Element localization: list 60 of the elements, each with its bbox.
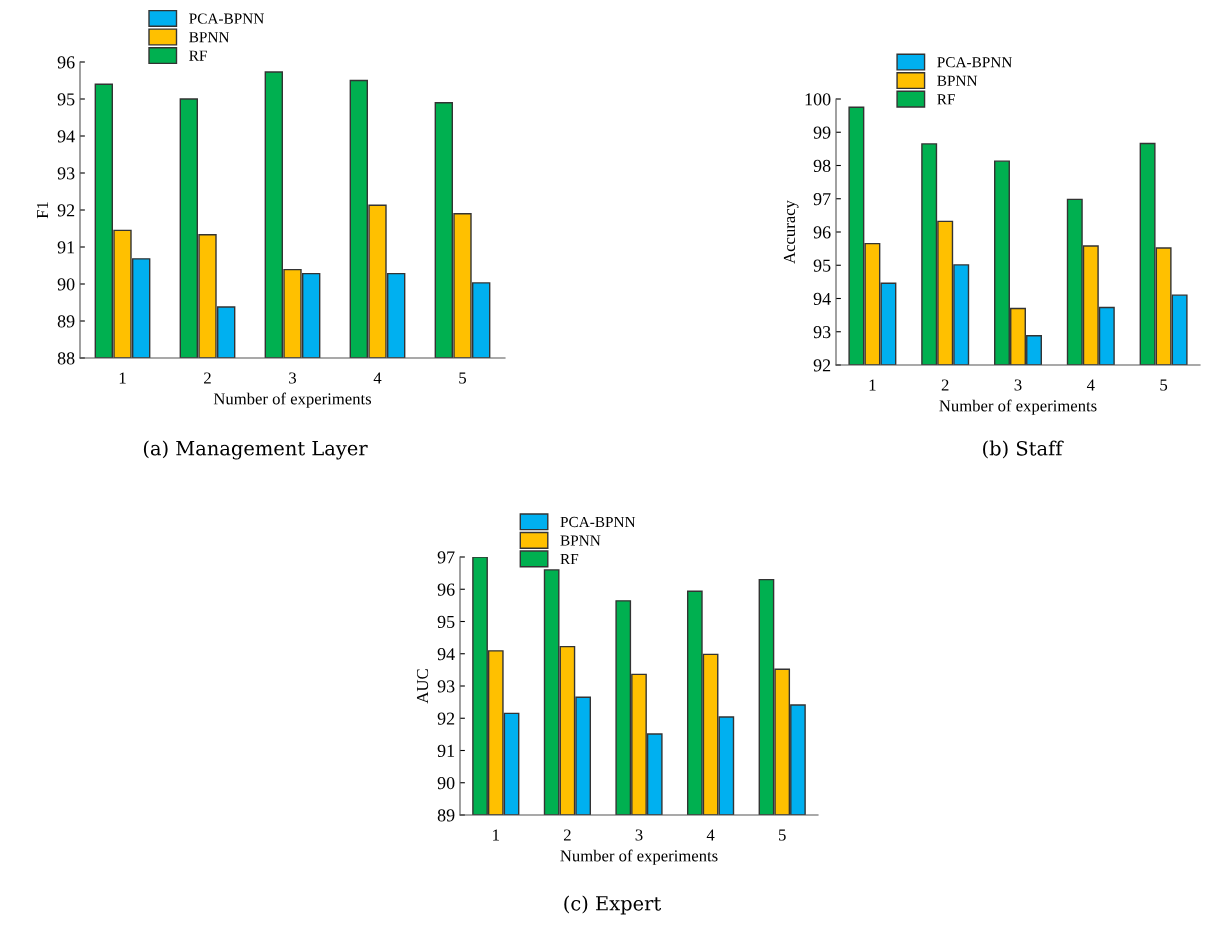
y-tick-label: 92 [813,359,831,372]
y-tick-label: 91 [57,241,75,254]
y-tick-label: 89 [57,315,75,328]
y-tick-label: 96 [437,583,455,596]
x-axis-title: Number of experiments [939,399,1097,415]
y-tick-label: 97 [813,193,831,206]
legend-label: RF [189,50,207,61]
y-tick-label: 94 [437,648,455,661]
x-tick-label: 5 [779,829,786,841]
x-tick-label: 4 [1086,379,1095,391]
y-axis-title: F1 [36,202,48,219]
x-tick-label: 1 [493,829,499,841]
y-tick-label: 99 [813,126,831,139]
x-axis-title: Number of experiments [213,392,372,408]
x-tick-label: 2 [563,829,571,841]
y-tick-label: 94 [57,130,75,143]
y-tick-label: 93 [813,326,831,339]
y-tick-label: 93 [57,167,75,180]
y-tick-label: 100 [805,93,831,106]
text: (a) Management Layer [143,440,368,460]
legend-label: RF [937,94,955,105]
y-tick-label: 88 [57,352,75,365]
x-axis-title: Number of experiments [560,849,718,865]
x-tick-label: 4 [706,829,715,841]
y-tick-label: 93 [437,680,455,693]
y-tick-label: 95 [437,615,455,628]
x-tick-label: 4 [373,372,382,384]
x-tick-label: 2 [941,379,949,391]
y-tick-label: 92 [57,204,75,217]
legend-label: BPNN [560,535,601,546]
y-tick-label: 94 [813,292,831,305]
legend-label: PCA-BPNN [937,57,1012,68]
y-tick-label: 98 [813,159,831,172]
y-tick-label: 92 [437,712,455,725]
y-tick-label: 89 [437,809,455,822]
y-axis-title: Accuracy [783,200,799,264]
legend-label: PCA-BPNN [560,516,636,528]
x-tick-label: 3 [289,372,297,384]
y-tick-label: 90 [57,278,75,291]
legend-label: BPNN [937,75,978,86]
y-axis-title: AUC [416,669,429,704]
y-tick-label: 97 [437,551,455,564]
text: (b) Staff [983,440,1064,459]
y-tick-label: 95 [813,259,831,272]
legend-label: PCA-BPNN [189,13,264,24]
text: (c) Expert [564,895,662,915]
x-tick-label: 3 [1014,379,1022,391]
y-tick-label: 91 [437,744,455,757]
x-tick-label: 1 [119,372,126,384]
y-tick-label: 95 [57,93,75,106]
y-tick-label: 96 [813,226,831,239]
y-tick-label: 90 [437,777,455,790]
legend-label: BPNN [189,32,230,43]
x-tick-label: 3 [635,829,643,841]
x-tick-label: 5 [1160,379,1168,391]
legend-label: RF [560,554,579,565]
x-tick-label: 2 [204,372,211,384]
x-tick-label: 5 [459,372,467,384]
x-tick-label: 1 [869,379,876,391]
y-tick-label: 96 [57,56,75,69]
